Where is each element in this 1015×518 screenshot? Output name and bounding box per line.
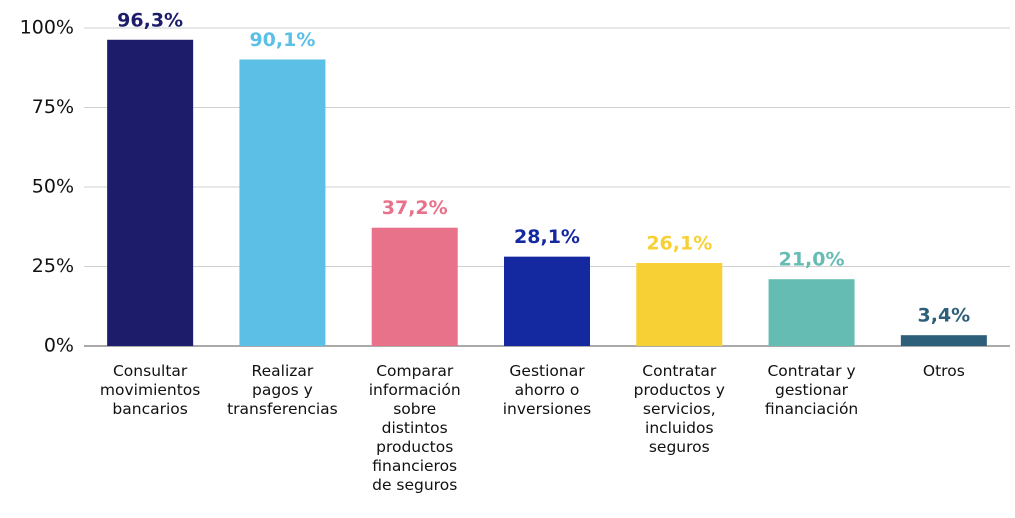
y-tick-label: 100% [20,17,74,39]
x-tick-label: Comparar información sobre distintos pro… [368,362,461,494]
bar [636,263,723,346]
x-tick-label: Gestionar ahorro o inversiones [502,362,592,418]
value-label: 37,2% [382,197,448,219]
bar [900,335,987,346]
value-label: 90,1% [249,29,315,51]
y-tick-label: 75% [32,96,74,118]
bar [768,279,855,346]
bar [504,256,590,346]
x-tick-label: Otros [922,362,965,380]
y-tick-label: 50% [32,176,74,198]
bar [107,39,194,347]
bar [239,59,326,347]
value-label: 96,3% [117,9,183,31]
x-tick-label: Consultar movimientos bancarios [99,362,201,418]
value-label: 21,0% [779,249,845,271]
y-tick-label: 0% [44,335,74,357]
bar [371,227,458,346]
y-tick-label: 25% [32,255,74,277]
x-tick-label: Contratar productos y servicios, incluid… [633,362,725,456]
value-label: 26,1% [646,233,712,255]
x-tick-label: Contratar y gestionar financiación [764,362,859,418]
value-label: 3,4% [918,305,971,327]
x-tick-label: Realizar pagos y transferencias [227,362,338,418]
value-label: 28,1% [514,226,580,248]
